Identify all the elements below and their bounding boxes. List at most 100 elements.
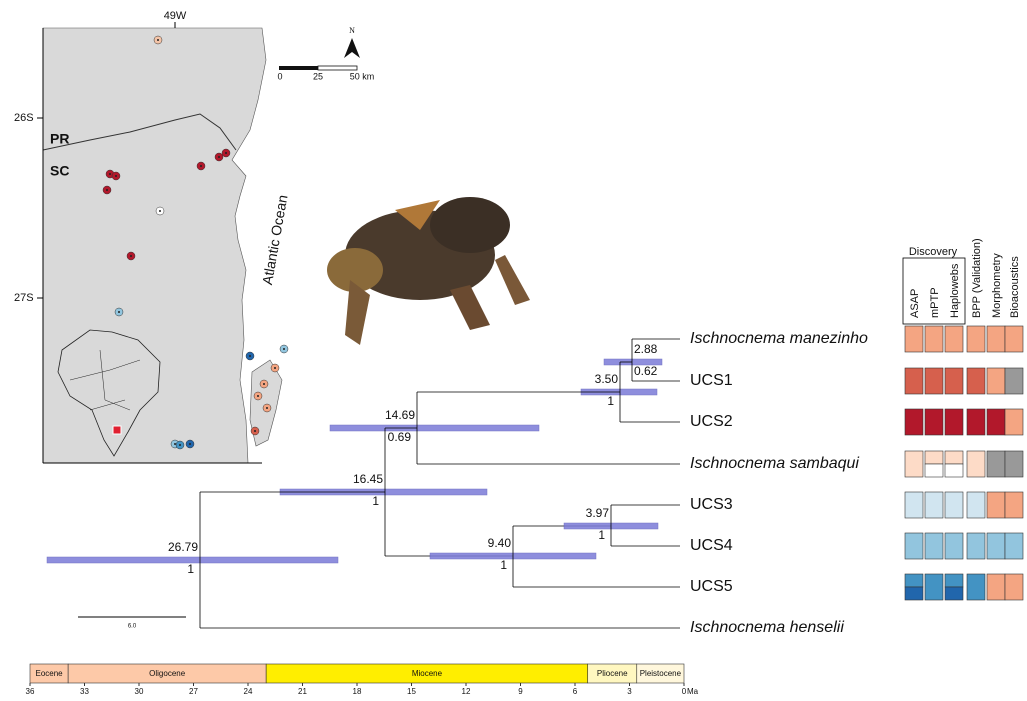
time-unit: Ma: [687, 687, 699, 696]
time-tick-label: 30: [135, 687, 144, 696]
locality-center: [263, 383, 265, 385]
longitude-label: 49W: [164, 10, 187, 22]
state-label: SC: [50, 163, 69, 179]
node-support: 1: [372, 494, 379, 508]
cell: [945, 368, 963, 394]
cell: [945, 409, 963, 435]
cell: [967, 533, 985, 559]
figure: 49W 26S 27S PR SC Atlantic Ocean N 0 25 …: [0, 0, 1027, 696]
cell: [987, 533, 1005, 559]
cell: [925, 368, 943, 394]
cell: [925, 451, 943, 464]
cell: [905, 368, 923, 394]
cell: [987, 492, 1005, 518]
latitude-label: 27S: [14, 292, 34, 304]
node-support: 1: [500, 558, 507, 572]
cell: [945, 464, 963, 477]
cell: [1005, 492, 1023, 518]
cell: [967, 574, 985, 600]
node-support: 1: [187, 562, 194, 576]
cell: [987, 574, 1005, 600]
node-age: 3.50: [595, 372, 619, 386]
tip-label: Ischnocnema henselii: [690, 619, 844, 636]
epoch-label: Oligocene: [149, 669, 186, 678]
cell: [905, 326, 923, 352]
locality-center: [115, 175, 117, 177]
time-tick-label: 24: [244, 687, 253, 696]
time-tick-label: 33: [80, 687, 89, 696]
ocean-label: Atlantic Ocean: [259, 194, 291, 286]
locality-center: [157, 39, 159, 41]
epoch-label: Eocene: [36, 669, 64, 678]
tip-label: UCS1: [690, 372, 733, 389]
cell: [905, 587, 923, 600]
cell: [1005, 533, 1023, 559]
time-tick-label: 21: [298, 687, 307, 696]
inset-highlight: [113, 426, 121, 434]
node-support: 0.62: [634, 364, 658, 378]
locality-center: [106, 189, 108, 191]
tree-scale-label: 6.0: [128, 624, 137, 630]
cell: [925, 533, 943, 559]
time-tick-label: 15: [407, 687, 416, 696]
time-tick-label: 18: [353, 687, 362, 696]
locality-center: [179, 444, 181, 446]
cell: [925, 464, 943, 477]
state-label: PR: [50, 131, 69, 147]
scale-label: 50 km: [350, 71, 375, 81]
cell: [987, 326, 1005, 352]
node-support: 1: [607, 394, 614, 408]
column-label: Morphometry: [991, 253, 1003, 318]
cell: [945, 587, 963, 600]
cell: [1005, 574, 1023, 600]
cell: [967, 326, 985, 352]
cell: [925, 326, 943, 352]
tip-label: UCS4: [690, 537, 733, 554]
node-age: 14.69: [385, 408, 415, 422]
cell: [1005, 368, 1023, 394]
cell: [905, 451, 923, 477]
cell: [905, 533, 923, 559]
tip-label: UCS5: [690, 578, 733, 595]
map: 49W 26S 27S PR SC Atlantic Ocean N 0 25 …: [14, 10, 374, 463]
locality-center: [159, 210, 161, 212]
time-tick-label: 3: [627, 687, 632, 696]
tip-label: UCS2: [690, 413, 733, 430]
node-support: 1: [598, 528, 605, 542]
node-age: 2.88: [634, 342, 658, 356]
cell: [967, 492, 985, 518]
locality-center: [249, 355, 251, 357]
time-tick-label: 9: [518, 687, 523, 696]
cell: [945, 533, 963, 559]
locality-center: [189, 443, 191, 445]
column-label: BPP (Validation): [971, 238, 983, 318]
scale-label: 0: [277, 71, 282, 81]
column-label: Bioacoustics: [1009, 256, 1021, 318]
cell: [925, 409, 943, 435]
locality-center: [200, 165, 202, 167]
cell: [925, 492, 943, 518]
tip-label: UCS3: [690, 496, 733, 513]
time-tick-label: 27: [189, 687, 198, 696]
frog-photo: [327, 197, 530, 345]
cell: [967, 409, 985, 435]
latitude-label: 26S: [14, 112, 34, 124]
cell: [905, 492, 923, 518]
scale-bar: [279, 66, 318, 70]
cell: [945, 492, 963, 518]
locality-center: [274, 367, 276, 369]
locality-center: [257, 395, 259, 397]
node-age: 3.97: [586, 506, 610, 520]
node-age: 26.79: [168, 540, 198, 554]
cell: [945, 326, 963, 352]
cell: [925, 574, 943, 600]
locality-center: [266, 407, 268, 409]
cell: [905, 574, 923, 587]
age-bar: [330, 425, 539, 431]
locality-center: [218, 156, 220, 158]
cell: [945, 574, 963, 587]
scale-bar: [318, 66, 357, 70]
cell: [905, 409, 923, 435]
column-label: mPTP: [929, 287, 941, 318]
locality-center: [283, 348, 285, 350]
